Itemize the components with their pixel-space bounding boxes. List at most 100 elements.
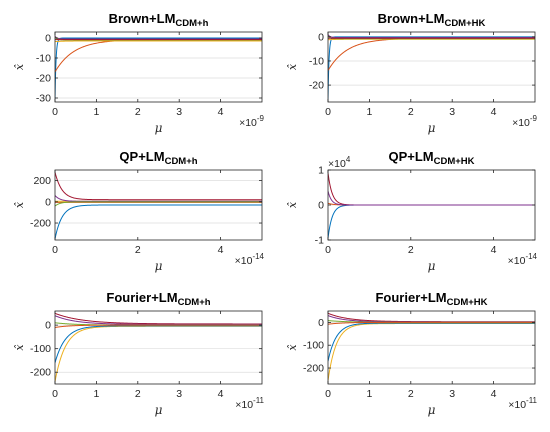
chart-title-subscript: CDM+HK bbox=[447, 297, 488, 308]
x-exponent-label: ×10-11 bbox=[508, 396, 537, 411]
y-axis-label: x̂ bbox=[13, 344, 26, 351]
x-exponent-base: ×10 bbox=[508, 255, 526, 267]
x-tick-label: 0 bbox=[325, 106, 331, 118]
x-exponent-label: ×10-9 bbox=[239, 114, 264, 129]
series-line-4 bbox=[55, 35, 262, 40]
series-group bbox=[55, 171, 262, 240]
x-tick-label: 1 bbox=[366, 388, 372, 400]
x-tick-label: 0 bbox=[52, 244, 58, 256]
y-tick-label: -10 bbox=[36, 53, 51, 65]
x-tick-label: 4 bbox=[218, 388, 224, 400]
y-exponent-label: ×104 bbox=[328, 155, 351, 170]
x-tick-label: 4 bbox=[491, 388, 497, 400]
axes-box bbox=[327, 310, 536, 385]
series-line-6 bbox=[55, 324, 262, 328]
plot-area bbox=[328, 32, 535, 102]
x-tick-label: 4 bbox=[218, 244, 224, 256]
chart-title-main: Fourier+LM bbox=[106, 290, 177, 305]
y-exponent-power: 4 bbox=[346, 155, 351, 164]
x-exponent-power: -14 bbox=[252, 252, 264, 261]
series-line-4 bbox=[328, 190, 535, 206]
x-exponent-base: ×10 bbox=[239, 117, 257, 129]
chart-title-subscript: CDM+HK bbox=[434, 156, 475, 167]
chart-title-subscript: CDM+h bbox=[178, 297, 211, 308]
chart-title-subscript: CDM+h bbox=[165, 156, 198, 167]
x-axis-label: μ bbox=[428, 121, 436, 135]
x-tick-label: 3 bbox=[176, 106, 182, 118]
x-exponent-label: ×10-11 bbox=[235, 396, 264, 411]
x-exponent-base: ×10 bbox=[235, 399, 253, 411]
x-tick-label: 2 bbox=[408, 388, 414, 400]
series-line-4 bbox=[328, 34, 535, 39]
y-tick-label: 0 bbox=[318, 200, 324, 212]
chart-title-main: QP+LM bbox=[388, 149, 433, 164]
series-line-2 bbox=[55, 325, 262, 364]
series-line-4 bbox=[55, 315, 262, 325]
x-exponent-power: -11 bbox=[526, 396, 538, 405]
y-axis-label: x̂ bbox=[13, 201, 26, 208]
y-axis-label: x̂ bbox=[286, 63, 299, 70]
x-tick-label: 4 bbox=[491, 106, 497, 118]
series-line-2 bbox=[55, 171, 262, 201]
x-axis-label: μ bbox=[155, 121, 163, 135]
y-tick-label: 1 bbox=[318, 165, 324, 177]
y-axis-label: x̂ bbox=[286, 344, 299, 351]
chart-title: QP+LMCDM+HK bbox=[388, 149, 474, 167]
x-tick-label: 0 bbox=[325, 244, 331, 256]
y-axis-label: x̂ bbox=[286, 201, 299, 208]
x-tick-label: 4 bbox=[218, 106, 224, 118]
y-tick-label: 200 bbox=[33, 175, 51, 187]
x-tick-label: 1 bbox=[93, 388, 99, 400]
y-tick-label: -200 bbox=[30, 367, 51, 379]
chart-title: Brown+LMCDM+h bbox=[109, 11, 209, 29]
y-axis-label: x̂ bbox=[13, 63, 26, 70]
x-exponent-power: -11 bbox=[253, 396, 265, 405]
y-tick-label: 0 bbox=[318, 317, 324, 329]
series-line-6 bbox=[55, 201, 262, 207]
x-tick-label: 2 bbox=[408, 106, 414, 118]
x-tick-label: 1 bbox=[93, 106, 99, 118]
x-tick-label: 0 bbox=[52, 388, 58, 400]
subplot-3: 0 2 4 200 0 -200 QP+LMCDM+h μ x̂ ×10-14 bbox=[13, 149, 265, 273]
series-group bbox=[328, 312, 535, 381]
series-group bbox=[55, 35, 262, 100]
y-exponent-base: ×10 bbox=[328, 158, 346, 170]
x-tick-label: 1 bbox=[366, 106, 372, 118]
x-tick-label: 0 bbox=[325, 388, 331, 400]
x-tick-label: 3 bbox=[449, 106, 455, 118]
axes-box bbox=[54, 31, 263, 103]
y-tick-label: -20 bbox=[309, 80, 324, 92]
y-tick-label: -200 bbox=[30, 218, 51, 230]
subplot-6: 0 1 2 3 4 0 -100 -200 Fourier+LMCDM+HK μ x̂ ×10-11 bbox=[286, 290, 538, 417]
plot-area bbox=[55, 32, 262, 102]
y-tick-label: -100 bbox=[30, 343, 51, 355]
chart-title-subscript: CDM+h bbox=[175, 18, 208, 29]
chart-title: Fourier+LMCDM+h bbox=[106, 290, 210, 308]
x-tick-label: 3 bbox=[176, 388, 182, 400]
axes-box bbox=[54, 310, 263, 385]
series-group bbox=[328, 34, 535, 100]
chart-title: Brown+LMCDM+HK bbox=[378, 11, 486, 29]
subplot-2: 0 1 2 3 4 0 -10 -20 Brown+LMCDM+HK μ x̂ ×10-9 bbox=[286, 11, 538, 135]
x-exponent-power: -9 bbox=[530, 114, 538, 123]
axes-box bbox=[54, 169, 263, 241]
chart-title: Fourier+LMCDM+HK bbox=[375, 290, 487, 308]
chart-title-main: QP+LM bbox=[119, 149, 164, 164]
subplot-5: 0 1 2 3 4 0 -100 -200 Fourier+LMCDM+h μ x̂ ×10-11 bbox=[13, 290, 265, 417]
x-axis-label: μ bbox=[155, 259, 163, 273]
chart-title-subscript: CDM+HK bbox=[444, 18, 485, 29]
chart-title-main: Brown+LM bbox=[109, 11, 176, 26]
x-tick-label: 2 bbox=[135, 106, 141, 118]
series-line-6 bbox=[328, 321, 535, 325]
x-tick-label: 4 bbox=[491, 244, 497, 256]
y-tick-label: 0 bbox=[45, 196, 51, 208]
axes-box bbox=[327, 31, 536, 103]
chart-title-main: Fourier+LM bbox=[375, 290, 446, 305]
x-axis-label: μ bbox=[155, 403, 163, 417]
x-tick-label: 3 bbox=[449, 388, 455, 400]
subplot-1: 0 1 2 3 4 0 -10 -20 -30 Brown+LMCDM+h μ x̂ ×10-9 bbox=[13, 11, 265, 135]
chart-title-main: Brown+LM bbox=[378, 11, 445, 26]
x-tick-label: 2 bbox=[135, 244, 141, 256]
